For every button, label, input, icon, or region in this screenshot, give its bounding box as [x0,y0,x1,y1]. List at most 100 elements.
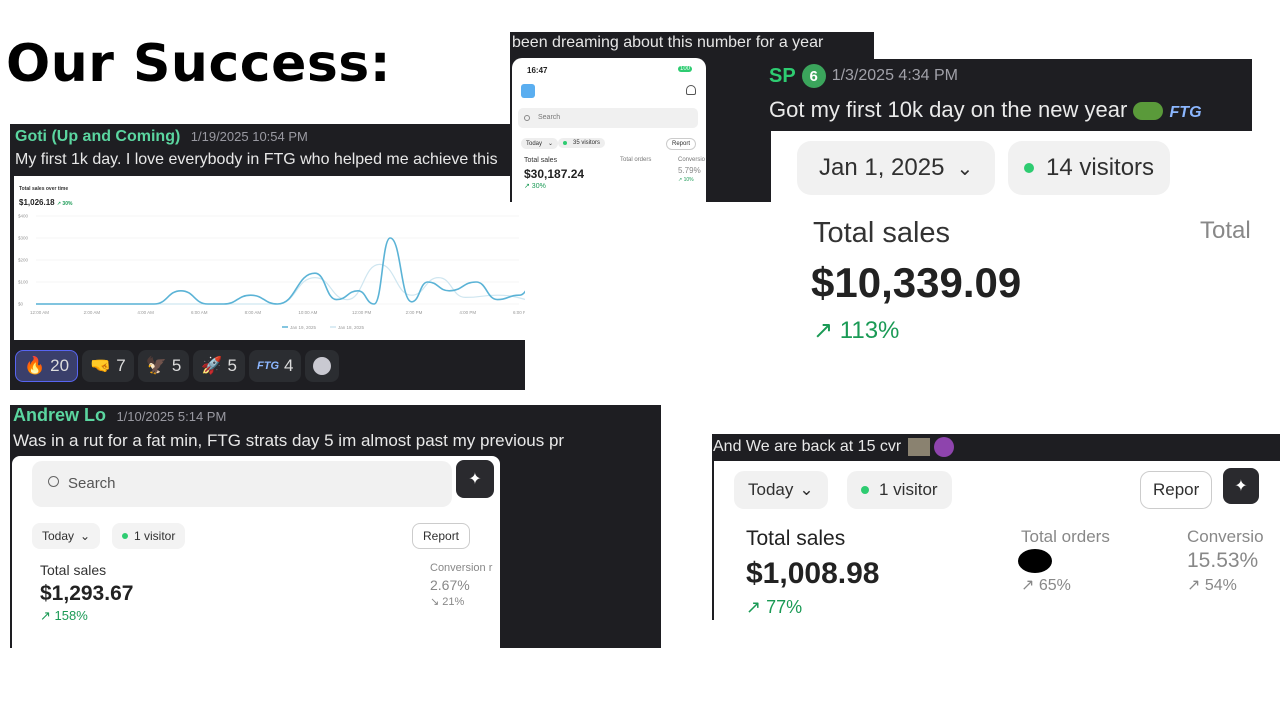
conversion-value: 2.67% [430,577,470,593]
today-dropdown[interactable]: Today ⌄ [734,471,828,509]
reaction-ftg[interactable]: FTG 4 [249,350,302,382]
post-header: SP 6 1/3/2025 4:34 PM [769,64,958,88]
y-tick-label: $200 [18,258,29,263]
total-sales-label: Total sales [813,217,951,249]
x-tick-label: 10:00 AM [298,310,317,315]
post-caption: been dreaming about this number for a ye… [512,34,824,51]
y-tick-label: $100 [18,280,29,285]
series-line [35,237,525,305]
total-sales-change: ↗ 158% [40,608,88,623]
chart-title: Total sales over time [19,186,69,192]
total-sales-label: Total sales [524,157,558,164]
total-sales-label: Total sales [40,562,107,578]
post-message: Got my first 10k day on the new year FTG [769,97,1202,122]
x-tick-label: 6:00 PM [513,310,525,315]
x-tick-label: 6:00 AM [191,310,208,315]
conversion-label: Conversion r [430,562,493,574]
rocket-icon: 🚀 [201,356,223,375]
add-reaction-button[interactable] [305,350,340,382]
eagle-icon: 🦅 [145,356,167,375]
total-sales-change: ↗ 77% [746,597,803,617]
line-chart: $400 $300 $200 $100 $0 12:00 AM 2:00 AM 4:00 AM… [18,214,525,330]
x-tick-label: 12:00 AM [30,310,49,315]
y-tick-label: $0 [18,302,24,307]
post-goti: Goti (Up and Coming) 1/19/2025 10:54 PM … [10,124,525,390]
author-name[interactable]: Andrew Lo [13,405,106,425]
andrew-stats-card: Search ✦ Today ⌄ 1 visitor Report Total s… [12,456,500,648]
total-sales-change: ↗ 113% [813,317,900,344]
reaction-eagle[interactable]: 🦅 5 [137,350,190,382]
total-label: Total [1200,217,1251,244]
bell-icon[interactable] [686,85,696,95]
timestamp: 1/19/2025 10:54 PM [190,129,308,144]
total-sales-value: $10,339.09 [811,259,1022,306]
battery-icon: 100 [677,66,692,72]
x-tick-label: 4:00 PM [459,310,476,315]
post-message: Was in a rut for a fat min, FTG strats d… [13,431,565,450]
search-icon [48,476,59,487]
conversion-label: Conversio [678,157,706,163]
x-tick-label: 2:00 AM [84,310,101,315]
conversion-change: ↘ 21% [430,596,465,608]
ftg-icon: FTG [257,360,280,372]
visitors-pill: 35 visitors [558,138,606,148]
series-line [35,263,525,305]
report-button[interactable]: Repor [1140,471,1213,509]
sticker-icon [907,438,930,456]
chart-total: $1,026.18 ↗ 30% [19,198,73,207]
today-dropdown[interactable]: Today ⌄ [521,138,559,149]
fist-icon: 🤜 [90,356,112,375]
conversion-change: ↗ 10% [678,177,694,183]
smiley-icon [313,357,332,375]
reaction-fire[interactable]: 🔥 20 [15,350,79,382]
x-tick-label: 2:00 PM [406,310,423,315]
y-tick-label: $400 [18,214,29,219]
ftg-icon: FTG [1169,104,1202,121]
visitors-pill: 1 visitor [847,471,952,509]
visitors-pill: 14 visitors [1008,141,1171,195]
x-tick-label: 8:00 AM [245,310,262,315]
legend-label: Jan 19, 2025 [290,325,317,330]
sp-stats-card: Jan 1, 2025 ⌄ 14 visitors Total sales Tot… [771,131,1252,358]
post-andrew: Andrew Lo 1/10/2025 5:14 PM Was in a rut… [10,405,661,648]
report-button[interactable]: Report [665,138,696,150]
redacted-blob [1018,549,1052,573]
legend-label: Jan 18, 2025 [338,325,365,330]
conversion-change: ↗ 54% [1187,577,1237,594]
timestamp: 1/10/2025 5:14 PM [116,409,227,424]
post-message: My first 1k day. I love everybody in FTG… [15,151,498,168]
author-name[interactable]: SP [769,64,796,87]
post-cvr: And We are back at 15 cvr Today ⌄ 1 visit… [712,434,1280,620]
total-sales-value: $1,293.67 [40,582,134,605]
conversion-value: 5.79% [678,166,701,175]
x-tick-label: 12:00 PM [352,310,372,315]
sales-chart-card: Total sales over time $1,026.18 ↗ 30% $4… [14,176,525,340]
cvr-stats-card: Today ⌄ 1 visitor Repor ✦ Total sales $1,… [714,461,1280,620]
reaction-rocket[interactable]: 🚀 5 [193,350,246,382]
search-input[interactable]: Search [518,108,698,128]
status-time: 16:47 [527,66,548,75]
devil-emoji-icon [934,437,955,457]
search-input[interactable]: Search [32,461,452,507]
phone-screen: 16:47 100 Search Today ⌄ 35 visitors Repo… [512,58,706,202]
date-dropdown[interactable]: Jan 1, 2025 ⌄ [797,141,996,195]
fire-icon: 🔥 [24,356,46,375]
visitors-pill: 1 visitor [112,523,186,549]
author-name[interactable]: Goti (Up and Coming) [15,128,181,145]
apps-icon[interactable]: ✦ [1223,468,1259,504]
conversion-value: 15.53% [1187,549,1259,572]
post-header: Goti (Up and Coming) 1/19/2025 10:54 PM [15,128,308,146]
total-sales-value: $30,187.24 [524,167,585,181]
apps-icon[interactable]: ✦ [456,460,494,498]
frog-emoji-icon [1133,102,1164,121]
conversion-label: Conversio [1187,527,1264,546]
timestamp: 1/3/2025 4:34 PM [831,67,958,84]
report-button[interactable]: Report [412,523,471,549]
search-icon [524,115,530,121]
chart-change: ↗ 30% [56,201,73,207]
x-tick-label: 4:00 AM [137,310,154,315]
reaction-fist[interactable]: 🤜 7 [82,350,134,382]
today-dropdown[interactable]: Today ⌄ [32,523,101,549]
post-caption: And We are back at 15 cvr [713,437,955,457]
post-header: Andrew Lo 1/10/2025 5:14 PM [13,405,226,426]
